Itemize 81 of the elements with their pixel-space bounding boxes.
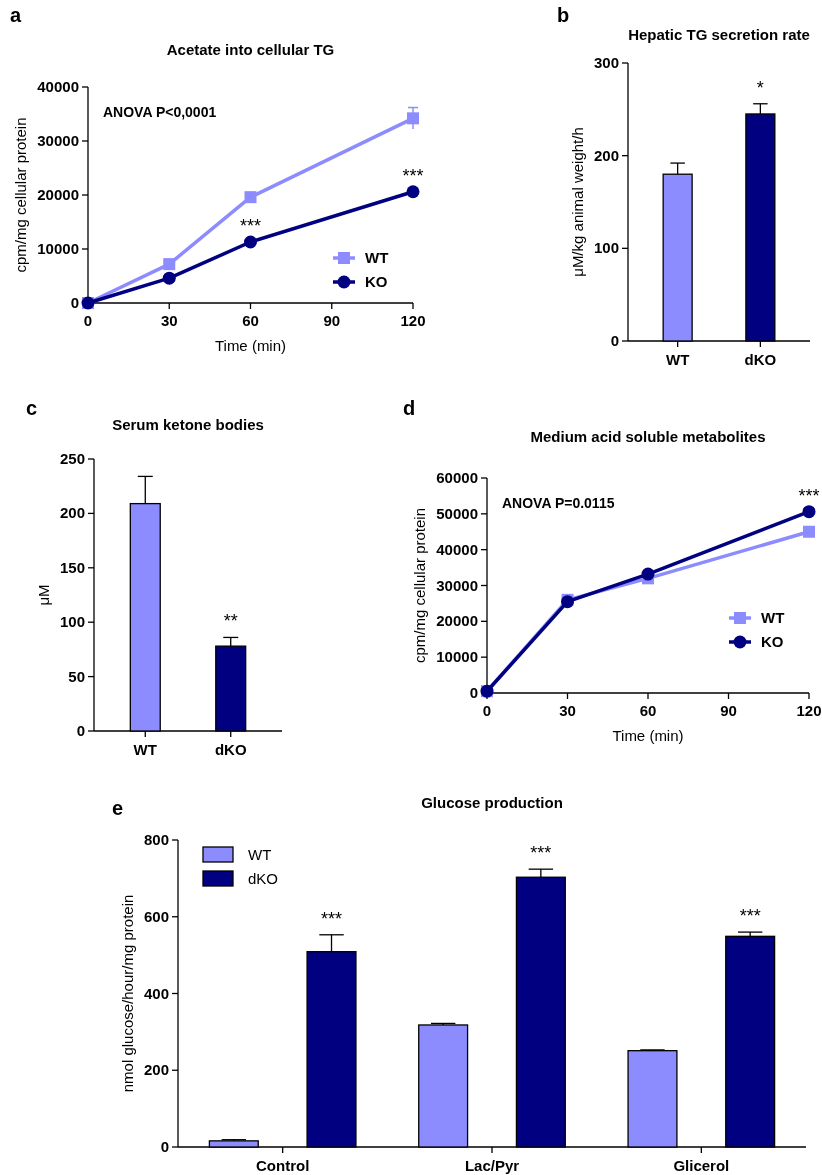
y-tick-label: 50000: [436, 504, 478, 522]
y-tick-label: 20000: [436, 612, 478, 630]
y-axis-title: cpm/mg cellular protein: [12, 117, 29, 273]
text: b: [557, 4, 570, 26]
x-tick-label: 0: [482, 702, 492, 719]
chart-title: Serum ketone bodies: [112, 416, 264, 433]
annotation: ***: [739, 906, 761, 927]
x-axis-title: Time (min): [214, 337, 287, 354]
y-tick-label: 200: [143, 1061, 169, 1079]
legend-label: WT: [248, 846, 272, 863]
y-tick-label: 0: [610, 332, 619, 349]
y-axis-title: nmol glucose/hour/mg protein: [119, 894, 136, 1093]
x-tick-label: 60: [242, 312, 259, 329]
y-tick-label: 600: [143, 907, 169, 925]
x-tick-label: 120: [796, 702, 822, 719]
legend-label: dKO: [248, 870, 279, 887]
text: d: [403, 397, 416, 419]
y-tick-label: 250: [59, 450, 85, 467]
point: [803, 525, 815, 538]
x-tick-label: 120: [400, 312, 426, 329]
y-tick-label: 0: [160, 1138, 169, 1155]
y-axis-title: μM: [35, 584, 52, 606]
chart-title: Hepatic TG secretion rate: [628, 26, 810, 43]
point: [407, 112, 419, 125]
point: [802, 505, 816, 519]
y-tick-label: 40000: [436, 540, 478, 558]
x-tick-label: 90: [323, 312, 341, 329]
y-tick-label: 200: [59, 504, 85, 522]
y-tick-label: 50: [68, 667, 85, 685]
text: e: [112, 797, 124, 819]
y-tick-label: 100: [59, 613, 85, 631]
point: [244, 191, 257, 204]
y-tick-label: 800: [143, 831, 169, 848]
y-tick-label: 0: [70, 294, 79, 311]
y-tick-label: 400: [143, 984, 169, 1002]
x-tick-label: 30: [559, 702, 576, 719]
x-tick-label: 90: [720, 702, 737, 719]
y-tick-label: 100: [593, 239, 619, 257]
annotation: ***: [239, 215, 262, 236]
annotation: ***: [530, 843, 552, 864]
annotation: **: [223, 611, 238, 632]
x-tick-label: Lac/Pyr: [464, 1157, 520, 1174]
text: a: [10, 4, 22, 26]
y-tick-label: 0: [469, 684, 478, 701]
legend-label: WT: [365, 249, 389, 266]
annotation: ***: [321, 908, 343, 929]
point: [162, 271, 176, 285]
x-tick-label: 60: [639, 702, 657, 719]
x-axis-title: Time (min): [612, 727, 684, 744]
point: [163, 258, 176, 271]
y-axis-title: cpm/mg cellular protein: [411, 507, 428, 664]
y-tick-label: 30000: [436, 576, 478, 594]
chart-title: Acetate into cellular TG: [166, 41, 335, 58]
text: c: [26, 397, 38, 419]
y-tick-label: 20000: [37, 186, 79, 203]
point: [244, 235, 257, 249]
y-tick-label: 200: [593, 146, 619, 164]
y-tick-label: 40000: [37, 78, 79, 95]
y-tick-label: 0: [76, 722, 85, 739]
y-axis-title: μM/kg animal weight/h: [569, 127, 586, 277]
y-tick-label: 150: [59, 558, 85, 576]
y-tick-label: 300: [593, 54, 619, 71]
x-tick-label: 30: [160, 312, 178, 329]
legend-label: WT: [761, 609, 785, 626]
chart-title: Medium acid soluble metabolites: [530, 428, 766, 445]
annotation: ANOVA P=0.0115: [502, 495, 615, 511]
y-tick-label: 10000: [436, 648, 478, 666]
y-tick-label: 10000: [37, 240, 79, 257]
annotation: ANOVA P<0,0001: [103, 104, 217, 120]
x-tick-label: Control: [256, 1157, 310, 1174]
legend-label: KO: [365, 273, 388, 290]
legend-label: KO: [761, 633, 784, 650]
y-tick-label: 60000: [436, 469, 478, 486]
y-tick-label: 30000: [37, 132, 79, 149]
annotation: ***: [402, 165, 424, 186]
annotation: ***: [798, 485, 820, 506]
point: [406, 185, 420, 199]
x-tick-label: Glicerol: [673, 1157, 730, 1174]
annotation: *: [756, 77, 764, 98]
chart-title: Glucose production: [421, 794, 563, 811]
point: [641, 567, 655, 581]
